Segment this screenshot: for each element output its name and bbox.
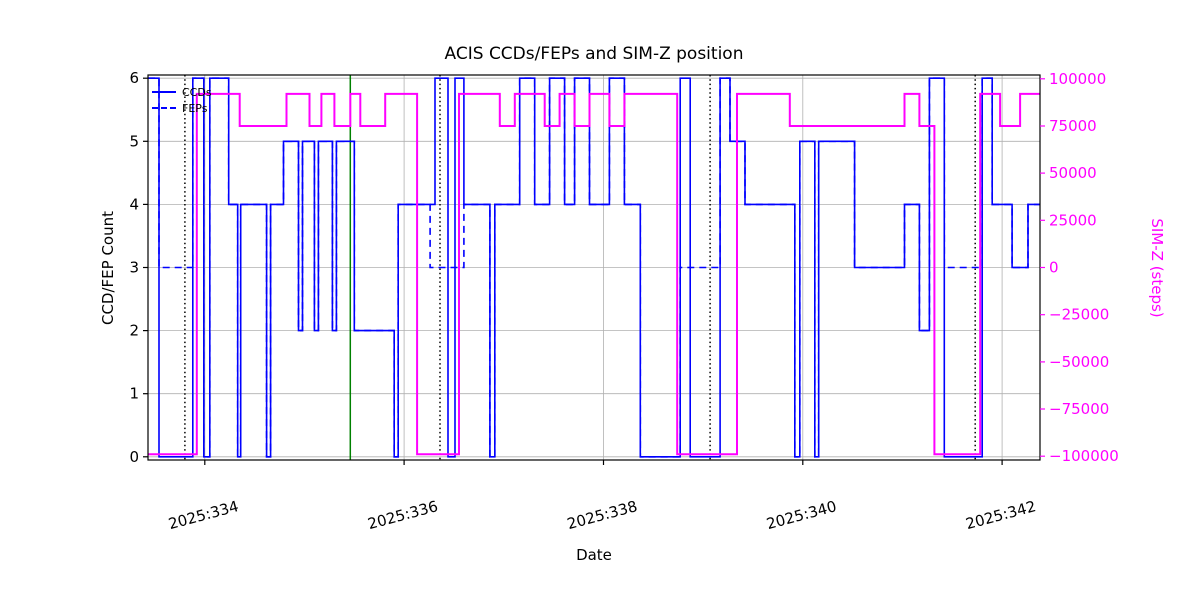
legend-item-ccds: CCDs bbox=[152, 84, 212, 100]
x-axis-label: Date bbox=[576, 546, 612, 564]
svg-text:2025:334: 2025:334 bbox=[166, 497, 240, 533]
legend-label-feps: FEPs bbox=[182, 101, 208, 115]
svg-text:2025:342: 2025:342 bbox=[964, 497, 1038, 533]
svg-text:0: 0 bbox=[129, 448, 139, 466]
svg-text:2: 2 bbox=[129, 322, 139, 340]
feps-line-swatch bbox=[152, 107, 176, 109]
svg-text:100000: 100000 bbox=[1049, 70, 1106, 88]
svg-text:0: 0 bbox=[1049, 259, 1059, 277]
svg-text:−100000: −100000 bbox=[1049, 447, 1119, 465]
y-axis-label-left: CCD/FEP Count bbox=[99, 210, 117, 326]
svg-text:−25000: −25000 bbox=[1049, 306, 1109, 324]
svg-text:4: 4 bbox=[129, 195, 139, 213]
y-axis-label-right: SIM-Z (steps) bbox=[1148, 218, 1166, 318]
svg-text:−50000: −50000 bbox=[1049, 353, 1109, 371]
svg-text:75000: 75000 bbox=[1049, 117, 1097, 135]
svg-text:5: 5 bbox=[129, 132, 139, 150]
svg-text:−75000: −75000 bbox=[1049, 400, 1109, 418]
svg-text:50000: 50000 bbox=[1049, 164, 1097, 182]
ccds-line-swatch bbox=[152, 91, 176, 93]
svg-text:2025:338: 2025:338 bbox=[565, 497, 639, 533]
legend-item-feps: FEPs bbox=[152, 100, 212, 116]
svg-text:2025:336: 2025:336 bbox=[366, 497, 440, 533]
svg-text:6: 6 bbox=[129, 69, 139, 87]
svg-text:2025:340: 2025:340 bbox=[764, 497, 838, 533]
legend-label-ccds: CCDs bbox=[182, 85, 212, 99]
svg-text:25000: 25000 bbox=[1049, 211, 1097, 229]
svg-text:1: 1 bbox=[129, 385, 139, 403]
chart-title: ACIS CCDs/FEPs and SIM-Z position bbox=[444, 44, 744, 64]
svg-text:3: 3 bbox=[129, 259, 139, 277]
legend: CCDs FEPs bbox=[152, 84, 212, 116]
